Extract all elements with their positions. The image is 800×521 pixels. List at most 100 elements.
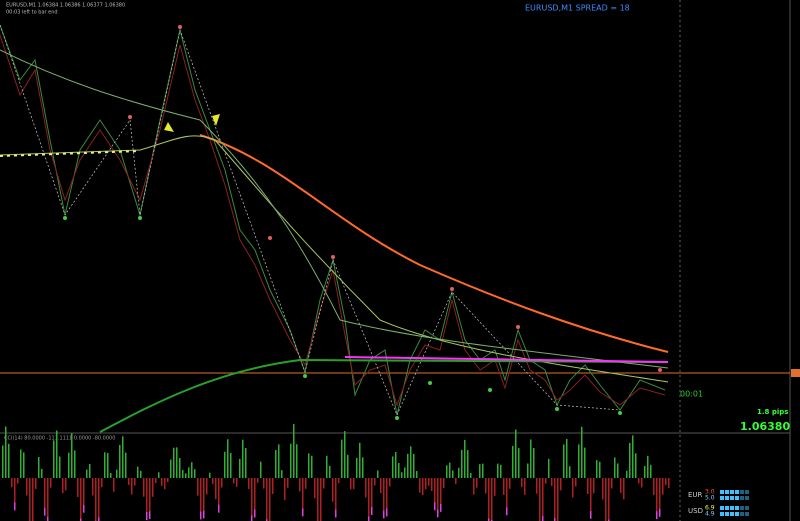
cci-bar-up: [518, 448, 520, 478]
cci-bar-down: [143, 478, 145, 497]
cci-bar-down: [653, 478, 655, 496]
cci-bar-down: [92, 478, 94, 496]
cci-bar-down: [491, 478, 493, 520]
strength-cell: [725, 490, 729, 494]
cci-extreme: [590, 510, 592, 519]
arrow-signals: [164, 114, 220, 132]
cci-bar-down: [386, 478, 388, 509]
cci-bar-down: [503, 478, 505, 495]
cci-bar-up: [290, 443, 292, 478]
cci-bar-down: [83, 478, 85, 505]
cci-bar-down: [98, 478, 100, 518]
cci-bar-down: [101, 478, 103, 488]
cci-bar-up: [188, 467, 190, 478]
signal-line: [0, 150, 141, 157]
cci-bar-up: [296, 444, 298, 478]
cci-bar-up: [566, 439, 568, 478]
cci-bar-down: [605, 478, 607, 521]
cci-bar-down: [221, 478, 223, 488]
cci-bar-up: [2, 445, 4, 478]
pips-label: 1.8 pips: [757, 408, 788, 416]
cci-bar-down: [440, 478, 442, 504]
cci-extreme: [488, 518, 490, 521]
strength-cell: [735, 490, 739, 494]
strength-cell: [720, 512, 724, 516]
cci-bar-up: [395, 452, 397, 478]
cci-extreme: [266, 519, 268, 521]
cci-bar-down: [521, 478, 523, 488]
cci-bar-down: [425, 478, 427, 490]
cci-bar-up: [260, 461, 262, 478]
strength-cell: [720, 496, 724, 500]
cci-bar-down: [383, 478, 385, 511]
cci-bar-down: [305, 478, 307, 489]
cci-extreme: [434, 502, 436, 511]
cci-extreme: [659, 508, 661, 517]
cci-bar-up: [104, 452, 106, 478]
cci-bar-down: [437, 478, 439, 510]
cci-bar-down: [287, 478, 289, 488]
cci-bar-up: [137, 466, 139, 478]
cci-bar-down: [80, 478, 82, 519]
cci-bar-up: [308, 453, 310, 478]
cci-bar-down: [623, 478, 625, 500]
cci-bar-up: [119, 444, 121, 478]
cci-bar-down: [590, 478, 592, 511]
cci-bar-down: [203, 478, 205, 511]
cci-bar-down: [443, 478, 445, 489]
cci-bar-down: [419, 478, 421, 493]
symbol-info: EURUSD,M1 1.06384 1.06386 1.06377 1.0638…: [6, 3, 125, 9]
cci-extreme: [386, 508, 388, 517]
cci-bar-up: [224, 451, 226, 478]
cci-bar-up: [74, 450, 76, 478]
cci-bar-up: [125, 452, 127, 478]
cci-bar-up: [416, 471, 418, 478]
cci-bar-up: [194, 469, 196, 478]
cci-bar-down: [428, 478, 430, 486]
cci-bar-down: [524, 478, 526, 495]
cci-bar-down: [11, 478, 13, 488]
cci-bar-down: [506, 478, 508, 508]
cci-bar-down: [215, 478, 217, 500]
cci-bar-down: [152, 478, 154, 497]
cci-bar-up: [293, 424, 295, 478]
cci-bar-down: [44, 478, 46, 508]
cci-bar-up: [230, 452, 232, 478]
strength-cell: [735, 512, 739, 516]
cci-bar-down: [455, 478, 457, 484]
cci-bar-down: [167, 478, 169, 483]
cci-bar-up: [281, 470, 283, 478]
strength-cell: [735, 496, 739, 500]
cci-bar-down: [554, 478, 556, 519]
cci-bar-down: [542, 478, 544, 516]
cci-bar-down: [374, 478, 376, 486]
cci-extreme: [98, 517, 100, 521]
cci-bar-up: [470, 472, 472, 478]
cci-bar-up: [569, 466, 571, 478]
cci-bar-up: [53, 440, 55, 478]
strength-value: 5.0: [705, 495, 715, 502]
cci-extreme: [218, 504, 220, 513]
strength-cell: [725, 506, 729, 510]
cci-bar-down: [134, 478, 136, 486]
cci-bar-up: [398, 463, 400, 478]
cci-extreme: [554, 518, 556, 521]
cci-bar-down: [302, 478, 304, 509]
cci-bar-down: [353, 478, 355, 490]
cci-bar-down: [272, 478, 274, 495]
cci-bar-down: [35, 478, 37, 490]
cci-bar-down: [77, 478, 79, 498]
cci-bar-down: [338, 478, 340, 483]
strength-cell: [740, 506, 744, 510]
cci-bar-up: [464, 439, 466, 478]
cci-bar-down: [212, 478, 214, 485]
cci-extreme: [47, 516, 49, 521]
cci-bar-up: [479, 464, 481, 478]
cci-bar-up: [401, 472, 403, 478]
currency-name: USD: [688, 507, 703, 515]
countdown: 00:01: [680, 390, 703, 399]
cci-extreme: [302, 508, 304, 517]
cci-extreme: [146, 511, 148, 520]
cci-bar-down: [65, 478, 67, 491]
cci-bar-down: [323, 478, 325, 489]
